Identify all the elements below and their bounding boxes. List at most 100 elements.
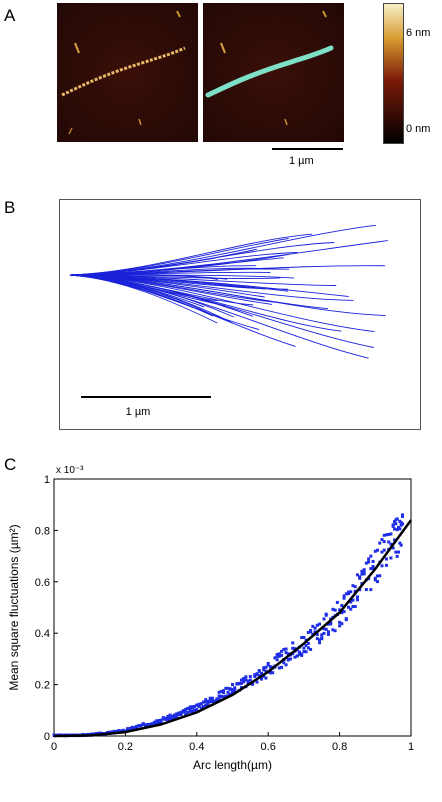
- data-point: [344, 617, 348, 621]
- data-point: [394, 550, 398, 554]
- data-point: [273, 656, 277, 660]
- data-point: [371, 567, 375, 571]
- data-point: [329, 621, 333, 625]
- data-point: [382, 533, 386, 537]
- data-point: [392, 538, 396, 542]
- data-point: [340, 604, 344, 608]
- data-point: [275, 658, 279, 662]
- data-point: [97, 731, 101, 735]
- data-point: [168, 716, 172, 720]
- data-point: [380, 550, 384, 554]
- data-point: [338, 624, 342, 628]
- data-point: [351, 605, 355, 609]
- data-point: [297, 652, 301, 656]
- contour-overlay-frame: 1 µm: [59, 199, 421, 430]
- data-point: [367, 557, 371, 561]
- data-point: [275, 654, 279, 658]
- data-point: [340, 622, 344, 626]
- data-point: [371, 564, 375, 568]
- afm-image-traced: [203, 3, 344, 142]
- data-point: [369, 567, 373, 571]
- afm-debris: [138, 118, 142, 126]
- data-point: [333, 608, 337, 612]
- data-point: [335, 600, 339, 604]
- data-point: [395, 517, 399, 521]
- afm-fitted-contour: [205, 45, 334, 98]
- data-point: [392, 527, 396, 531]
- afm-debris: [284, 118, 288, 126]
- data-point: [322, 627, 326, 631]
- data-point: [351, 598, 355, 602]
- data-point: [373, 576, 377, 580]
- data-point: [186, 710, 190, 714]
- data-point: [262, 674, 266, 678]
- data-point: [306, 646, 310, 650]
- data-point: [184, 707, 188, 711]
- data-point: [172, 716, 176, 720]
- data-point: [338, 620, 342, 624]
- plot-frame: [53, 478, 412, 737]
- data-point: [186, 706, 190, 710]
- data-point: [384, 563, 388, 567]
- data-point: [150, 722, 154, 726]
- x-axis-label: Arc length(µm): [193, 758, 272, 772]
- data-point: [208, 696, 212, 700]
- data-point: [362, 572, 366, 576]
- data-point: [280, 649, 284, 653]
- data-point: [146, 723, 150, 727]
- data-point: [246, 679, 250, 683]
- contour-overlay-svg: 1 µm: [69, 224, 388, 418]
- data-point: [322, 617, 326, 621]
- data-point: [188, 709, 192, 713]
- data-point: [219, 689, 223, 693]
- data-point: [166, 718, 170, 722]
- data-point: [322, 631, 326, 635]
- data-point: [242, 677, 246, 681]
- data-point: [277, 654, 281, 658]
- data-point: [177, 711, 181, 715]
- data-point: [306, 641, 310, 645]
- data-point: [384, 557, 388, 561]
- data-point: [382, 540, 386, 544]
- afm-background: [57, 3, 198, 142]
- data-point: [181, 709, 185, 713]
- data-point: [353, 589, 357, 593]
- data-point: [260, 677, 264, 681]
- data-point: [255, 680, 259, 684]
- data-point: [262, 668, 266, 672]
- data-point: [389, 542, 393, 546]
- x-tick-label: 0.6: [261, 741, 276, 753]
- panel-b-letter: B: [4, 198, 16, 217]
- data-point: [326, 630, 330, 634]
- data-point: [195, 703, 199, 707]
- data-point: [239, 685, 243, 689]
- contour-line: [69, 265, 386, 276]
- data-point: [231, 690, 234, 694]
- data-point: [166, 714, 170, 718]
- data-point: [392, 520, 396, 524]
- data-point: [284, 663, 288, 667]
- data-point: [242, 680, 246, 684]
- data-point: [217, 690, 221, 694]
- data-point: [275, 653, 279, 657]
- data-point: [255, 672, 259, 676]
- data-point: [237, 681, 241, 685]
- data-point: [367, 560, 371, 564]
- data-point: [222, 691, 226, 695]
- data-point: [384, 533, 388, 537]
- data-point: [344, 592, 348, 596]
- panel-a-scale-label: 1 µm: [289, 155, 314, 167]
- data-point: [369, 554, 373, 558]
- data-point: [222, 689, 226, 693]
- data-point: [253, 673, 257, 677]
- data-point: [204, 698, 208, 702]
- afm-image-raw: [57, 3, 198, 142]
- data-point: [188, 707, 192, 711]
- data-point: [297, 650, 301, 654]
- data-point: [244, 678, 248, 682]
- afm-debris: [176, 10, 181, 18]
- y-tick-label: 0.6: [35, 577, 50, 589]
- y-tick-label: 0.2: [35, 680, 50, 692]
- data-point: [224, 686, 228, 690]
- data-point: [355, 598, 359, 602]
